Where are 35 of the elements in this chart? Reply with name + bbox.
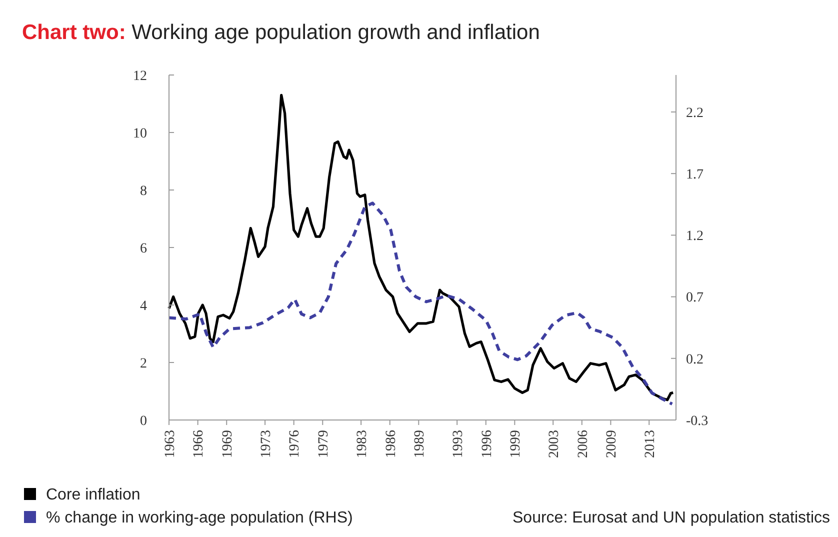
y2-tick-label: 0.7: [686, 290, 704, 306]
x-tick-label: 2013: [643, 430, 658, 458]
x-tick-label: 1989: [412, 430, 428, 458]
y-tick-label: 6: [140, 241, 147, 256]
line-series: [168, 94, 674, 402]
chart-title: Chart two: Working age population growth and inflation: [22, 21, 540, 44]
x-tick-label: 1986: [384, 430, 399, 458]
line-series: [168, 202, 674, 406]
x-tick-label: 1979: [316, 430, 332, 458]
y2-tick-label: 2.2: [686, 106, 704, 121]
x-tick-label: 1963: [162, 430, 178, 458]
y-tick-label: 12: [133, 68, 147, 84]
x-tick-label: 1993: [450, 430, 466, 458]
x-tick-label: 1969: [220, 430, 236, 458]
y-tick-label: 10: [133, 126, 147, 142]
y2-tick-label: 1.2: [686, 229, 704, 244]
x-tick-label: 1976: [288, 430, 303, 458]
x-tick-label: 2003: [546, 430, 562, 458]
source-note: Source: Eurosat and UN population statistics: [512, 510, 830, 527]
legend-label: Core inflation: [46, 486, 140, 504]
y2-tick-label: -0.3: [686, 414, 708, 429]
y2-tick-label: 0.2: [686, 352, 704, 368]
x-tick-label: 2009: [604, 430, 620, 458]
x-tick-label: 2006: [576, 430, 591, 458]
y-tick-label: 4: [140, 298, 147, 314]
y2-tick-label: 1.7: [686, 167, 704, 182]
x-tick-label: 1973: [258, 430, 274, 458]
x-tick-label: 1999: [508, 430, 524, 458]
x-tick-label: 1966: [192, 430, 207, 458]
y-tick-label: 0: [140, 414, 147, 429]
x-tick-label: 1983: [354, 430, 370, 458]
legend-label: % change in working-age population (RHS): [46, 510, 353, 527]
x-tick-label: 1996: [480, 430, 495, 458]
y-tick-label: 8: [140, 184, 147, 199]
y-tick-label: 2: [140, 356, 147, 372]
